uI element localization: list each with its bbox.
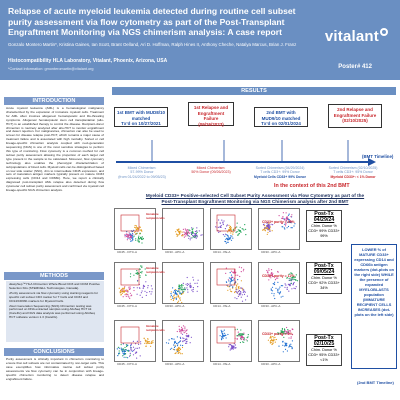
- flow-dot-plot: CD14 - PE-A: [210, 208, 252, 254]
- timeline-event-second-bmt: 2nd BMT with MUD9/10 matched Tx’d on 02/…: [254, 107, 308, 127]
- conclusions-text: Purity assessment is critically importan…: [6, 358, 104, 381]
- plot-axis-label: CD45 - FITC-A: [117, 250, 138, 254]
- flow-dot-plot: CD45 - FITC-A: [114, 320, 156, 366]
- purity-annotation: CD33+ purity = 12%: [262, 274, 295, 278]
- methods-item: EasySep™ HLA Chimerism Whole Blood CD3 a…: [9, 282, 101, 291]
- flow-dot-plot: CD33 - APC-A: [258, 262, 300, 308]
- results-heading: RESULTS: [112, 87, 396, 95]
- flow-dot-plot: CD33 - APC-A: [162, 208, 204, 254]
- event-date: Tx’d on 02/01/2024: [261, 121, 301, 126]
- poster-number: Poster# 412: [338, 64, 372, 70]
- author-list: Gonzalo Montero Martin*, Kristina Gaines…: [8, 42, 297, 47]
- recipient-cells-annotation: Immature recipient cells: [146, 266, 165, 274]
- methods-heading: METHODS: [4, 272, 104, 280]
- bmt-timeline-arrow: [116, 140, 376, 166]
- chimerism-note: Sorted Chimerism (02/10/2025) T cells CD…: [320, 166, 386, 179]
- bmt-timeline-label: (BMT Timeline): [362, 154, 394, 159]
- event-title: 1st Relapse and Engraftment Failure: [193, 105, 229, 121]
- flow-dot-plot: CD45 - FITC-A: [114, 208, 156, 254]
- purity-annotation: CD33+ purity = 83%: [262, 220, 295, 224]
- plot-axis-label: CD33 - APC-A: [165, 304, 185, 308]
- posttx-chimerism: Chim. Donor % CD3+ 92% CD33+ 34%: [308, 275, 340, 290]
- flow-dot-plot: CD33 - APC-A: [162, 320, 204, 366]
- poster-header: Relapse of acute myeloid leukemia detect…: [0, 0, 400, 80]
- flow-dot-plot: CD14 - PE-A: [210, 262, 252, 308]
- methods-item: Next Generation Sequencing (NGS) Chimeri…: [9, 304, 101, 321]
- note-line: Sorted Chimerism (02/10/2025): [328, 166, 378, 170]
- posttx-title: Post-Tx 02/10/25: [313, 335, 335, 348]
- plot-axis-label: CD33 - APC-A: [261, 362, 281, 366]
- logo-text: vitalant: [324, 28, 379, 45]
- second-bmt-timeline-label: (2nd BMT Timeline): [357, 380, 394, 385]
- recipient-cells-annotation: Immature recipient cells: [146, 324, 165, 332]
- flow-dot-plot: CD14 - PE-A: [210, 320, 252, 366]
- event-date: (09/26/2023): [198, 121, 224, 127]
- posttx-chimerism: Chim. Donor % CD3+ 99% CD33+ 99%: [308, 223, 340, 238]
- note-line: 57-99% Donor: [130, 170, 154, 175]
- logo-mark-icon: [380, 28, 388, 36]
- context-heading: In the context of this 2nd BMT: [274, 183, 350, 189]
- note-line: 50% Donor (09/26/2023): [191, 170, 231, 175]
- purity-annotation: CD33+ purity = 2%: [262, 332, 293, 336]
- plot-axis-label: CD14 - PE-A: [213, 362, 231, 366]
- note-line: Mixed Chimerism:: [127, 166, 157, 170]
- posttx-box: Post-Tx 02/10/25 Chim. Donor % CD3+ 95% …: [306, 334, 342, 366]
- posttx-box: Post-Tx 04/29/24 Chim. Donor % CD3+ 99% …: [306, 210, 342, 242]
- event-date: Tx’d on 10/27/2021: [121, 121, 161, 126]
- note-highlight: Myeloid Cells CD33+ 99% Donor: [254, 174, 306, 179]
- plot-axis-label: CD33 - APC-A: [261, 304, 281, 308]
- introduction-heading: INTRODUCTION: [4, 97, 104, 105]
- note-line: T cells CD3+: 95% Donor: [333, 170, 373, 175]
- note-line: Sorted Chimerism (04/29/2024): [255, 166, 305, 170]
- posttx-chimerism: Chim. Donor % CD3+ 95% CD33+ <1%: [308, 347, 340, 362]
- chimerism-note: Mixed Chimerism: 57-99% Donor (from 01/2…: [116, 166, 168, 179]
- plot-axis-label: CD45 - FITC-A: [117, 304, 138, 308]
- methods-box: EasySep™ HLA Chimerism Whole Blood CD3 a…: [6, 281, 104, 342]
- flow-dot-plot: CD33 - APC-A: [258, 208, 300, 254]
- note-line: (from 01/24/2022 to 09/05/23): [118, 174, 166, 179]
- event-date: (02/10/2025): [342, 118, 368, 123]
- affiliation: Histocompatibility HLA Laboratory, Vital…: [8, 58, 168, 64]
- methods-item: Purity assessment via flow cytometry usi…: [9, 291, 101, 304]
- event-title: 2nd BMT with MUD9/10 matched: [261, 110, 301, 121]
- contact-email: *Contact information: gmonteromartin@vit…: [8, 67, 94, 71]
- note-line: Mixed Chimerism:: [196, 166, 226, 170]
- timeline-event-second-relapse: 2nd Relapse and Engraftment Failure (02/…: [328, 104, 382, 128]
- plot-axis-label: CD14 - PE-A: [213, 250, 231, 254]
- flow-dot-plot: CD33 - APC-A: [162, 262, 204, 308]
- chimerism-note: Sorted Chimerism (04/29/2024) T cells CD…: [248, 166, 312, 179]
- note-line: T cells CD3+: 99% Donor: [260, 170, 300, 175]
- vitalant-logo: vitalant: [325, 28, 388, 45]
- conclusions-heading: CONCLUSIONS: [4, 348, 104, 356]
- timeline-event-first-bmt: 1st BMT with MUD8/10 matched Tx’d on 10/…: [114, 107, 168, 127]
- chimerism-note: Mixed Chimerism: 50% Donor (09/26/2023): [186, 166, 236, 175]
- introduction-text: Acute myeloid leukemia (AML) is a hemato…: [6, 107, 104, 193]
- methods-list: EasySep™ HLA Chimerism Whole Blood CD3 a…: [6, 281, 104, 323]
- recipient-cells-annotation: Immature recipient cells: [146, 212, 165, 220]
- timeline-event-first-relapse: 1st Relapse and Engraftment Failure (09/…: [188, 102, 234, 127]
- plot-axis-label: CD33 - APC-A: [165, 362, 185, 366]
- plot-axis-label: CD33 - APC-A: [261, 250, 281, 254]
- flow-cytometry-heading: Myeloid CD33+ Positive-selected Cell Sub…: [145, 193, 365, 205]
- plot-axis-label: CD45 - FITC-A: [117, 362, 138, 366]
- left-column: INTRODUCTION Acute myeloid leukemia (AML…: [0, 80, 108, 400]
- plot-axis-label: CD33 - APC-A: [165, 250, 185, 254]
- flow-dot-plot: CD33 - APC-A: [258, 320, 300, 366]
- flow-dot-plot: CD45 - FITC-A: [114, 262, 156, 308]
- interpretation-note: LOWER % of MATURE CD33+ expressing CD14 …: [351, 244, 397, 369]
- plot-axis-label: CD14 - PE-A: [213, 304, 231, 308]
- note-highlight: Myeloid CD33+: < 1% Donor: [330, 174, 376, 179]
- posttx-box: Post-Tx 09/05/24 Chim. Donor % CD3+ 92% …: [306, 262, 342, 294]
- poster-title: Relapse of acute myeloid leukemia detect…: [8, 6, 296, 37]
- event-title: 1st BMT with MUD8/10 matched: [117, 110, 166, 121]
- posttx-title: Post-Tx 09/05/24: [313, 263, 335, 276]
- event-title: 2nd Relapse and Engraftment Failure: [333, 107, 377, 118]
- posttx-title: Post-Tx 04/29/24: [313, 211, 335, 224]
